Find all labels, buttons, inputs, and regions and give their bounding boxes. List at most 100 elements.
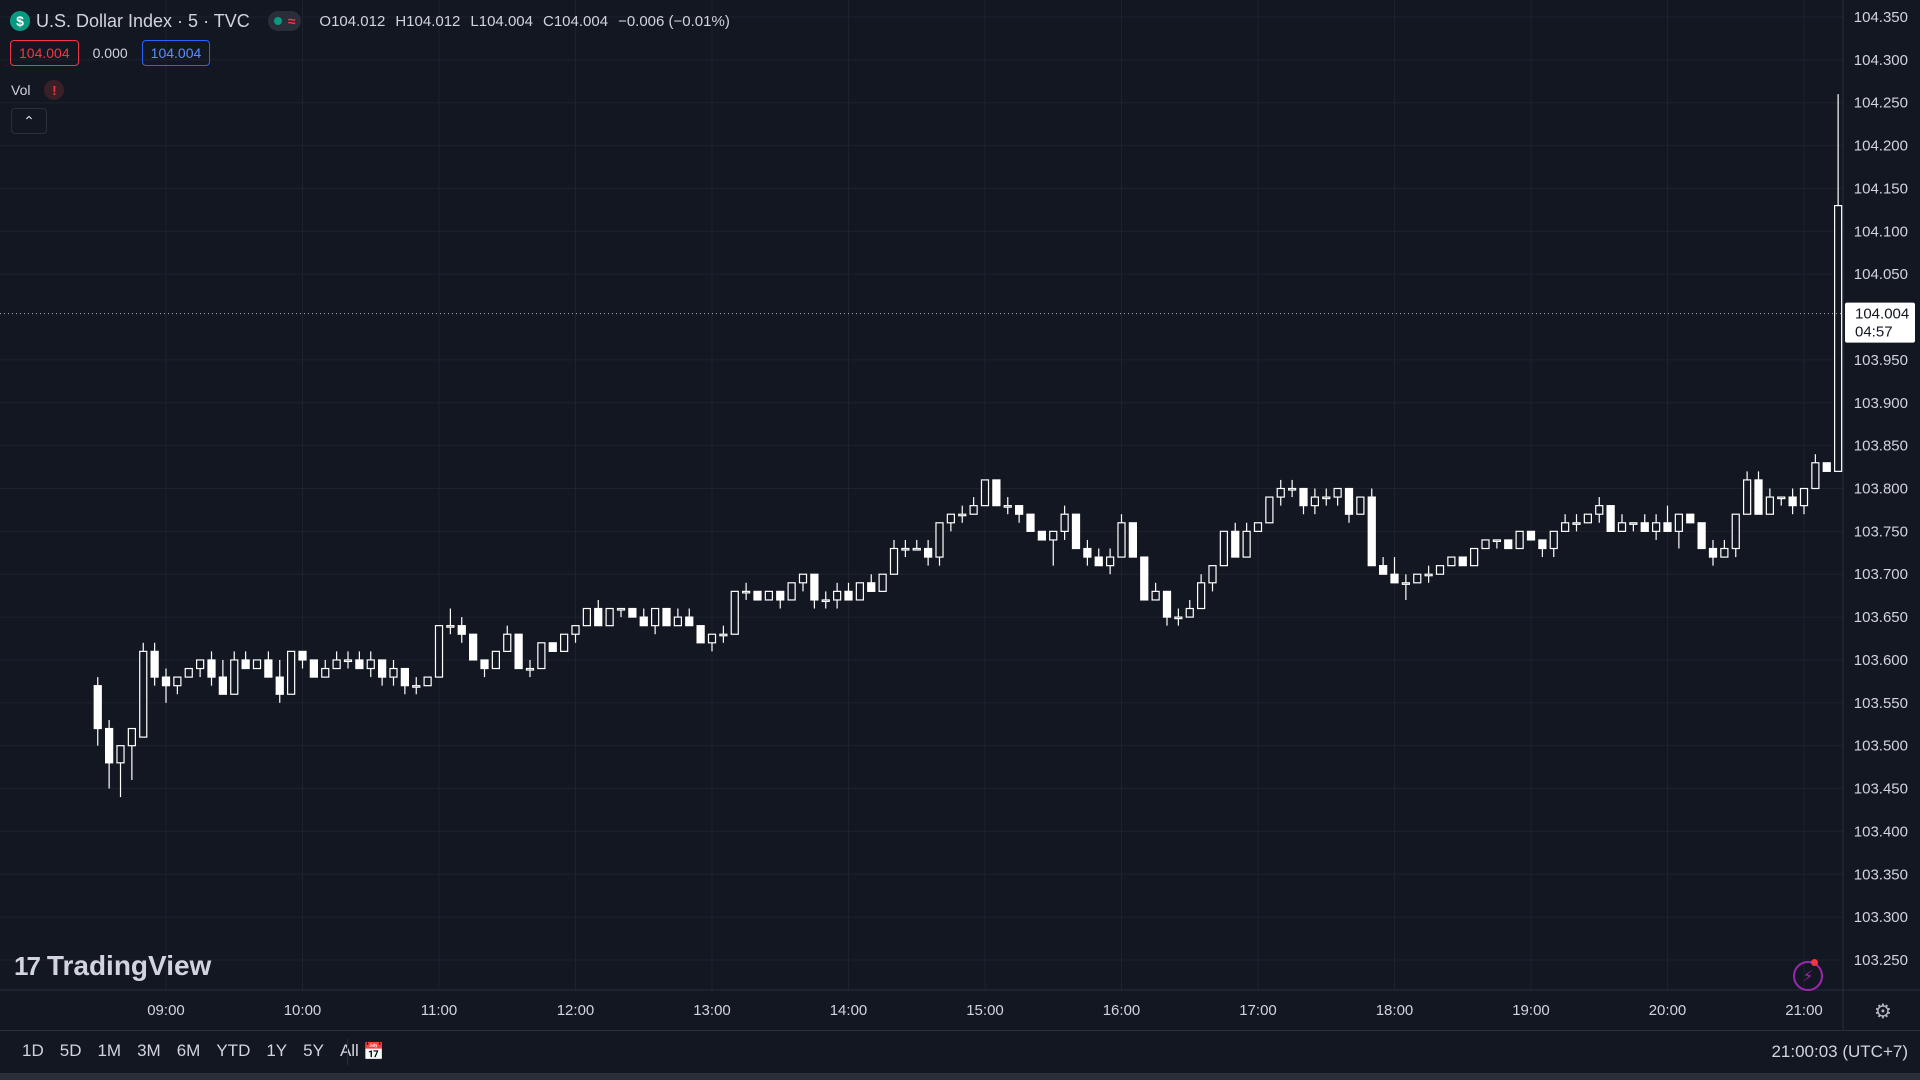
candle-body[interactable]: [1697, 522, 1706, 550]
candle-body[interactable]: [1003, 505, 1012, 508]
sell-price-button[interactable]: 104.004: [10, 40, 79, 66]
candle-body[interactable]: [207, 659, 216, 678]
candle-body[interactable]: [1322, 496, 1331, 500]
price-tick-label[interactable]: 103.750: [1854, 523, 1908, 540]
price-tick-label[interactable]: 103.950: [1854, 352, 1908, 369]
candle-body[interactable]: [730, 590, 739, 635]
candle-body[interactable]: [719, 633, 728, 637]
candle-body[interactable]: [1469, 547, 1479, 567]
flash-lightning-icon[interactable]: ⚡: [1793, 961, 1823, 991]
price-tick-label[interactable]: 103.550: [1854, 695, 1908, 712]
candle-body[interactable]: [525, 667, 535, 671]
price-tick-label[interactable]: 104.350: [1854, 9, 1908, 26]
candle-body[interactable]: [1367, 496, 1376, 567]
candle-body[interactable]: [1196, 582, 1206, 610]
candle-body[interactable]: [1595, 505, 1604, 515]
candle-body[interactable]: [639, 616, 648, 627]
candle-body[interactable]: [457, 625, 466, 635]
candle-body[interactable]: [355, 659, 364, 670]
timeframe-6m[interactable]: 6M: [176, 1041, 201, 1060]
candle-body[interactable]: [867, 582, 876, 592]
candle-body[interactable]: [1151, 590, 1160, 601]
candle-body[interactable]: [844, 590, 853, 601]
price-tick-label[interactable]: 104.200: [1854, 138, 1908, 155]
candlestick-chart[interactable]: 104.350 104.300 104.250 104.200 104.150 104.1…: [0, 0, 1920, 1030]
candle-body[interactable]: [1128, 522, 1138, 558]
time-tick-label[interactable]: 11:00: [421, 1002, 457, 1019]
candle-body[interactable]: [1458, 556, 1467, 567]
candle-body[interactable]: [980, 479, 990, 507]
candle-body[interactable]: [1049, 530, 1058, 541]
symbol-title[interactable]: U.S. Dollar Index · 5 · TVC: [36, 10, 250, 31]
candle-body[interactable]: [1504, 539, 1513, 550]
price-tick-label[interactable]: 103.400: [1854, 823, 1908, 840]
candle-body[interactable]: [1208, 565, 1217, 584]
volume-indicator-legend[interactable]: Vol !: [11, 80, 65, 100]
candle-body[interactable]: [1253, 522, 1263, 532]
candle-body[interactable]: [1583, 513, 1593, 524]
price-tick-label[interactable]: 104.100: [1854, 223, 1908, 240]
volume-indicator-label[interactable]: Vol: [11, 82, 31, 98]
candle-body[interactable]: [1037, 530, 1047, 541]
candle-body[interactable]: [309, 659, 319, 678]
candle-body[interactable]: [1117, 522, 1126, 558]
candle-body[interactable]: [969, 505, 978, 515]
candle-body[interactable]: [1811, 462, 1820, 490]
candle-body[interactable]: [1447, 556, 1456, 567]
candle-body[interactable]: [332, 659, 341, 670]
candle-body[interactable]: [93, 685, 102, 730]
candle-body[interactable]: [1014, 505, 1024, 515]
candle-body[interactable]: [1071, 513, 1081, 550]
candle-body[interactable]: [468, 633, 478, 661]
candle-body[interactable]: [707, 633, 717, 644]
timeframe-3m[interactable]: 3M: [137, 1041, 161, 1060]
candle-body[interactable]: [787, 582, 796, 601]
candle-body[interactable]: [1356, 496, 1365, 515]
candle-body[interactable]: [1310, 496, 1320, 507]
candle-body[interactable]: [1674, 513, 1684, 532]
candle-body[interactable]: [901, 547, 910, 551]
candle-body[interactable]: [139, 650, 148, 738]
candle-body[interactable]: [1742, 479, 1752, 515]
candle-body[interactable]: [1492, 539, 1502, 543]
candle-body[interactable]: [1231, 530, 1240, 558]
candle-body[interactable]: [1754, 479, 1763, 515]
candle-body[interactable]: [286, 650, 296, 695]
timeframe-1m[interactable]: 1M: [97, 1041, 122, 1060]
candle-body[interactable]: [1060, 513, 1069, 532]
price-tick-label[interactable]: 103.500: [1854, 738, 1908, 755]
candle-body[interactable]: [571, 625, 580, 635]
candle-body[interactable]: [1481, 539, 1490, 550]
candle-body[interactable]: [1731, 513, 1740, 550]
price-tick-label[interactable]: 103.250: [1854, 952, 1908, 969]
price-tick-label[interactable]: 104.300: [1854, 52, 1908, 69]
candle-body[interactable]: [298, 650, 307, 661]
candle-body[interactable]: [1287, 487, 1297, 491]
candle-body[interactable]: [1378, 565, 1388, 575]
price-tick-label[interactable]: 104.050: [1854, 266, 1908, 283]
candle-body[interactable]: [377, 659, 387, 678]
time-tick-label[interactable]: 13:00: [693, 1002, 731, 1019]
candle-body[interactable]: [958, 513, 967, 517]
timeframe-ytd[interactable]: YTD: [216, 1041, 251, 1060]
candle-body[interactable]: [1299, 487, 1308, 507]
price-tick-label[interactable]: 103.450: [1854, 781, 1908, 798]
candle-body[interactable]: [389, 667, 398, 678]
candle-body[interactable]: [218, 676, 228, 695]
candle-body[interactable]: [1140, 556, 1149, 601]
candle-body[interactable]: [1663, 522, 1672, 532]
candle-body[interactable]: [1435, 565, 1445, 575]
timeframe-5y[interactable]: 5Y: [303, 1041, 324, 1060]
candle-body[interactable]: [1219, 530, 1229, 567]
candle-body[interactable]: [321, 667, 330, 678]
time-tick-label[interactable]: 16:00: [1103, 1002, 1141, 1019]
candle-body[interactable]: [1799, 487, 1809, 507]
candle-body[interactable]: [503, 633, 512, 652]
candle-body[interactable]: [1765, 496, 1775, 515]
candle-body[interactable]: [173, 676, 182, 687]
candle-body[interactable]: [1560, 522, 1570, 532]
market-status-badge[interactable]: ≈: [267, 11, 302, 31]
candle-body[interactable]: [992, 479, 1001, 507]
candle-body[interactable]: [1344, 487, 1354, 515]
candle-body[interactable]: [832, 590, 842, 601]
